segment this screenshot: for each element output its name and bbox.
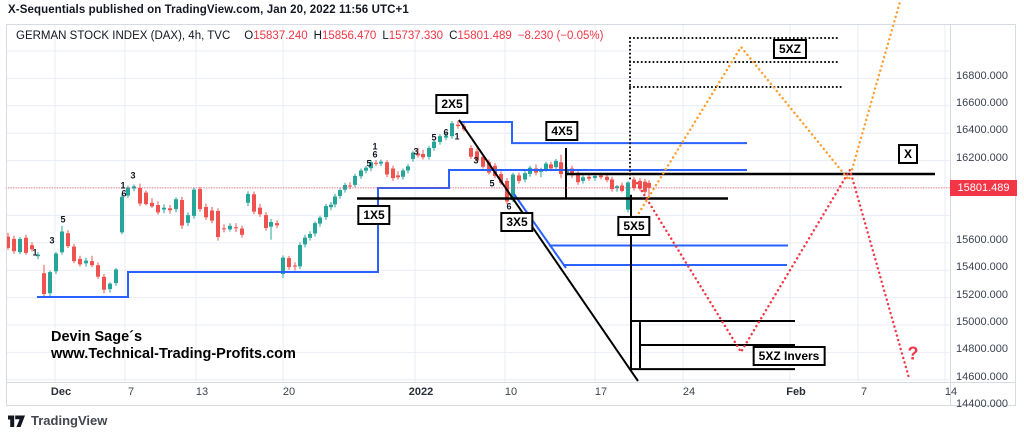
drawing-label-4x5[interactable]: 4X5 [545, 121, 579, 141]
wave-number: 6 [443, 127, 449, 138]
chart-frame [6, 24, 1016, 406]
time-axis-label: 10 [504, 386, 518, 398]
published-header: X-Sequentials published on TradingView.c… [8, 4, 409, 16]
legend-ohlc: O15837.240 H15856.470 L15737.330 C15801.489 [238, 30, 511, 42]
chart-legend[interactable]: GERMAN STOCK INDEX (DAX), 4h, TVC O15837.… [16, 30, 603, 42]
time-axis-label: 14 [944, 386, 958, 398]
candles [6, 120, 651, 298]
legend-change: −8.230 (−0.05%) [517, 30, 604, 42]
price-axis-label: 14800.000 [956, 343, 1008, 356]
time-axis-label: Feb [786, 386, 806, 398]
legend-c-label: C [449, 30, 458, 42]
blue-step-support[interactable] [37, 169, 747, 298]
wave-number: 1 [372, 141, 378, 152]
drawing-label-5xz[interactable]: 5XZ [772, 39, 808, 59]
time-axis[interactable]: Dec 7 13 20 2022 10 17 24 Feb 7 14 [6, 382, 957, 405]
drawing-label-5x5[interactable]: 5X5 [617, 216, 651, 236]
legend-h-value: 15856.470 [321, 30, 377, 42]
price-axis-label: 15600.000 [956, 233, 1008, 246]
tradingview-footer-label[interactable]: TradingView [31, 413, 108, 428]
watermark-line1: Devin Sage´s [51, 329, 143, 345]
wave-number: 5 [431, 132, 437, 143]
drawing-label-3x5[interactable]: 3X5 [500, 212, 534, 232]
watermark-line2: www.Technical-Trading-Profits.com [51, 346, 296, 362]
question-mark-drawing[interactable]: ? [907, 343, 919, 364]
price-axis-label: 16200.000 [956, 151, 1008, 164]
legend-l-label: L [382, 30, 389, 42]
tradingview-footer[interactable]: TradingView [8, 413, 107, 428]
legend-c-value: 15801.489 [457, 30, 512, 42]
wave-number: 3 [413, 146, 419, 157]
price-axis-label: 15200.000 [956, 288, 1008, 301]
time-axis-label: 20 [282, 386, 296, 398]
orange-projection[interactable] [632, 0, 902, 223]
wave-number: 1 [120, 180, 126, 191]
price-axis-label: 14600.000 [956, 370, 1008, 383]
wave-number: 6 [121, 188, 127, 199]
drawing-label-1x5[interactable]: 1X5 [357, 205, 391, 225]
drawing-label-5xz-invers[interactable]: 5XZ Invers [752, 346, 826, 366]
time-axis-label: 2022 [408, 386, 434, 398]
price-axis-label: 16800.000 [956, 69, 1008, 82]
tradingview-logo-icon[interactable] [8, 413, 25, 428]
price-axis-label: 14400.000 [956, 398, 1008, 411]
drawing-label-2x5[interactable]: 2X5 [435, 94, 469, 114]
wave-number: 5 [366, 158, 372, 169]
price-axis-label: 15000.000 [956, 316, 1008, 329]
price-axis[interactable]: 16800.00016600.00016400.00016200.0001600… [950, 25, 1017, 411]
wave-number: 5 [489, 178, 495, 189]
time-axis-label: 24 [682, 386, 696, 398]
time-axis-label: 7 [860, 386, 868, 398]
watermark: Devin Sage´s www.Technical-Trading-Profi… [51, 329, 296, 363]
price-axis-label: 15400.000 [956, 261, 1008, 274]
last-price-badge: 15801.489 [950, 179, 1017, 196]
legend-l-value: 15737.330 [388, 30, 444, 42]
time-axis-label: 13 [195, 386, 209, 398]
wave-number: 3 [49, 235, 55, 246]
wave-number: 3 [473, 155, 479, 166]
legend-symbol[interactable]: GERMAN STOCK INDEX (DAX), 4h, TVC [16, 30, 231, 42]
overlay-drawings[interactable] [5, 0, 951, 382]
wave-number: 3 [130, 170, 136, 181]
price-axis-label: 16600.000 [956, 96, 1008, 109]
legend-o-label: O [244, 30, 254, 42]
legend-o-value: 15837.240 [253, 30, 308, 42]
drawing-label-x[interactable]: X [897, 144, 919, 164]
wave-number: 1 [32, 247, 38, 258]
legend-h-label: H [313, 30, 322, 42]
blue-diagonal[interactable] [513, 193, 567, 269]
wave-number: 6 [372, 149, 378, 160]
time-axis-label: 17 [594, 386, 608, 398]
black-trend-diagonal[interactable] [458, 119, 639, 382]
blue-step-resistance[interactable] [460, 121, 747, 145]
price-axis-label: 16400.000 [956, 124, 1008, 137]
time-axis-label: Dec [50, 386, 72, 398]
wave-number: 6 [506, 201, 512, 212]
time-axis-label: 7 [127, 386, 135, 398]
wave-number: 1 [454, 131, 460, 142]
wave-number: 5 [60, 214, 66, 225]
